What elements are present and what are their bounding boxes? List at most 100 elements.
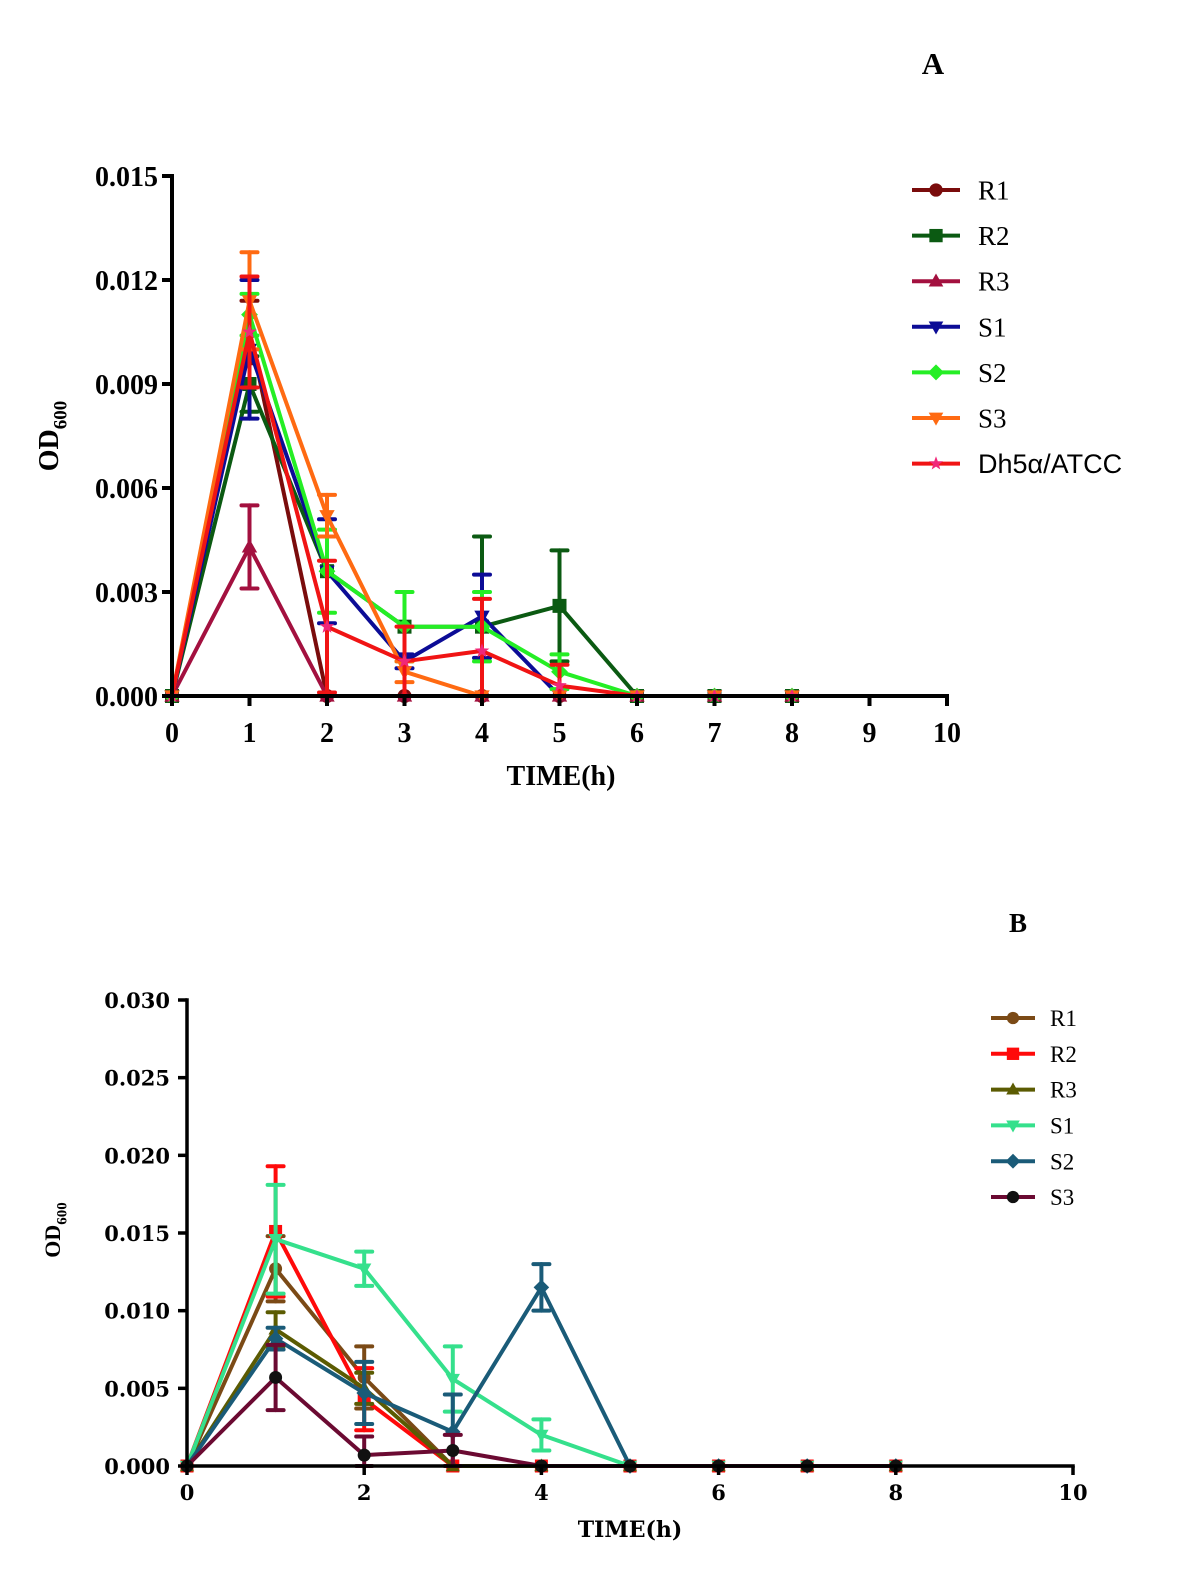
x-tick-label: 2 — [320, 718, 334, 749]
data-point-s1 — [445, 1373, 460, 1387]
legend-item-r2: R2 — [912, 221, 1010, 251]
series-s1 — [179, 1182, 903, 1474]
panel-label: B — [1009, 908, 1027, 938]
series-s3 — [180, 1342, 903, 1473]
legend-label: Dh5α/ATCC — [978, 449, 1122, 479]
legend-marker-s3 — [928, 412, 944, 426]
legend-marker-r1 — [929, 183, 943, 197]
legend-marker-r2 — [1006, 1047, 1020, 1060]
data-point-dh5-atcc — [319, 619, 335, 633]
y-tick-label: 0.015 — [95, 162, 158, 193]
x-tick-label: 0 — [165, 718, 179, 749]
legend-item-s2: S2 — [912, 358, 1007, 388]
y-tick-label: 0.020 — [104, 1143, 170, 1168]
data-point-s3 — [319, 510, 335, 524]
data-point-s3 — [269, 1370, 283, 1384]
data-point-s2 — [267, 1330, 284, 1347]
legend-item-s3: S3 — [912, 403, 1007, 433]
y-tick-label: 0.012 — [95, 266, 158, 297]
legend-label: S3 — [978, 403, 1007, 433]
legend-label: S1 — [1050, 1113, 1074, 1138]
data-point-s1 — [268, 1234, 283, 1247]
legend-marker-s3 — [1006, 1190, 1020, 1204]
legend-label: R2 — [1050, 1042, 1077, 1067]
y-axis-title: OD600 — [34, 401, 71, 472]
data-point-s2 — [356, 1385, 372, 1401]
legend: R1 R2 R3 S1 S2 S3 Dh5α/ATCC — [912, 175, 1122, 479]
legend-label: R1 — [978, 175, 1010, 205]
legend-label: S1 — [978, 312, 1007, 342]
legend-marker-r3 — [928, 273, 944, 287]
series-layer — [163, 250, 801, 705]
legend-label: S2 — [1050, 1149, 1074, 1174]
x-axis-title: TIME(h) — [578, 1517, 683, 1543]
legend-item-r3: R3 — [912, 267, 1010, 297]
legend-marker-s2 — [928, 364, 944, 381]
legend-item-r1: R1 — [991, 1006, 1077, 1031]
legend-label: S3 — [1050, 1185, 1074, 1210]
legend-marker-r3 — [1006, 1082, 1020, 1095]
x-tick-label: 2 — [357, 1480, 372, 1505]
x-tick-label: 10 — [1058, 1480, 1087, 1505]
legend-label: R1 — [1050, 1006, 1077, 1031]
legend-item-dh5-atcc: Dh5α/ATCC — [912, 449, 1122, 479]
x-axis-title: TIME(h) — [507, 761, 616, 792]
y-tick-label: 0.009 — [95, 370, 158, 401]
data-point-r2 — [552, 598, 567, 613]
y-tick-label: 0.000 — [95, 682, 158, 713]
data-point-r3 — [241, 538, 258, 553]
x-tick-label: 7 — [708, 718, 722, 749]
y-tick-label: 0.025 — [104, 1066, 170, 1091]
y-tick-label: 0.005 — [104, 1376, 170, 1401]
x-tick-label: 1 — [243, 718, 257, 749]
y-tick-label: 0.000 — [104, 1454, 170, 1479]
x-tick-label: 6 — [630, 718, 644, 749]
x-tick-label: 4 — [534, 1480, 549, 1505]
legend-marker-dh5-atcc — [929, 456, 943, 470]
data-point-dh5-atcc — [397, 653, 412, 668]
x-tick-label: 4 — [475, 718, 489, 749]
y-axis-title: OD600 — [40, 1202, 71, 1257]
series-dh5-atcc — [164, 274, 800, 703]
legend-item-r2: R2 — [991, 1042, 1077, 1067]
legend-label: R3 — [1050, 1078, 1077, 1103]
legend-marker-r2 — [929, 228, 943, 243]
x-tick-label: 3 — [398, 718, 412, 749]
x-tick-label: 0 — [180, 1480, 195, 1505]
data-point-s3 — [357, 1448, 371, 1462]
x-tick-label: 5 — [553, 718, 567, 749]
legend-marker-s2 — [1005, 1153, 1021, 1169]
data-point-s3 — [446, 1443, 460, 1457]
y-tick-label: 0.006 — [95, 474, 158, 505]
chart-a: A 0.000 0.003 0.006 0.009 0.012 0.015 0 1 2 3 4 5 6 7 8… — [34, 46, 1122, 792]
legend-item-r1: R1 — [912, 175, 1010, 205]
legend-item-s1: S1 — [912, 312, 1007, 342]
data-point-s1 — [534, 1429, 549, 1443]
y-axis-title-subscript: 600 — [55, 1202, 71, 1224]
series-layer — [179, 1164, 904, 1474]
y-tick-label: 0.030 — [104, 988, 170, 1013]
y-axis-title-main: OD — [40, 1225, 65, 1258]
x-tick-label: 6 — [711, 1480, 726, 1505]
legend-item-r3: R3 — [991, 1078, 1077, 1103]
y-tick-label: 0.015 — [104, 1221, 170, 1246]
data-point-dh5-atcc — [242, 324, 257, 339]
x-tick-label: 8 — [888, 1480, 903, 1505]
x-tick-label: 8 — [785, 718, 799, 749]
legend-marker-s1 — [928, 321, 944, 335]
legend-label: R2 — [978, 221, 1010, 251]
legend-marker-r1 — [1006, 1011, 1020, 1025]
data-point-s2 — [533, 1279, 550, 1296]
data-point-s1 — [357, 1263, 372, 1277]
x-tick-label: 10 — [933, 718, 961, 749]
legend: R1 R2 R3 S1 S2 S3 — [991, 1006, 1077, 1210]
data-point-dh5-atcc — [552, 677, 567, 692]
chart-b: B 0.000 0.005 0.010 0.015 0.020 0.025 0.030 0 2 4 6… — [40, 908, 1088, 1543]
y-axis-title-main: OD — [34, 429, 65, 471]
panel-label: A — [922, 46, 945, 81]
y-tick-label: 0.010 — [104, 1299, 170, 1324]
legend-item-s1: S1 — [991, 1113, 1074, 1138]
y-axis-title-subscript: 600 — [50, 401, 71, 430]
